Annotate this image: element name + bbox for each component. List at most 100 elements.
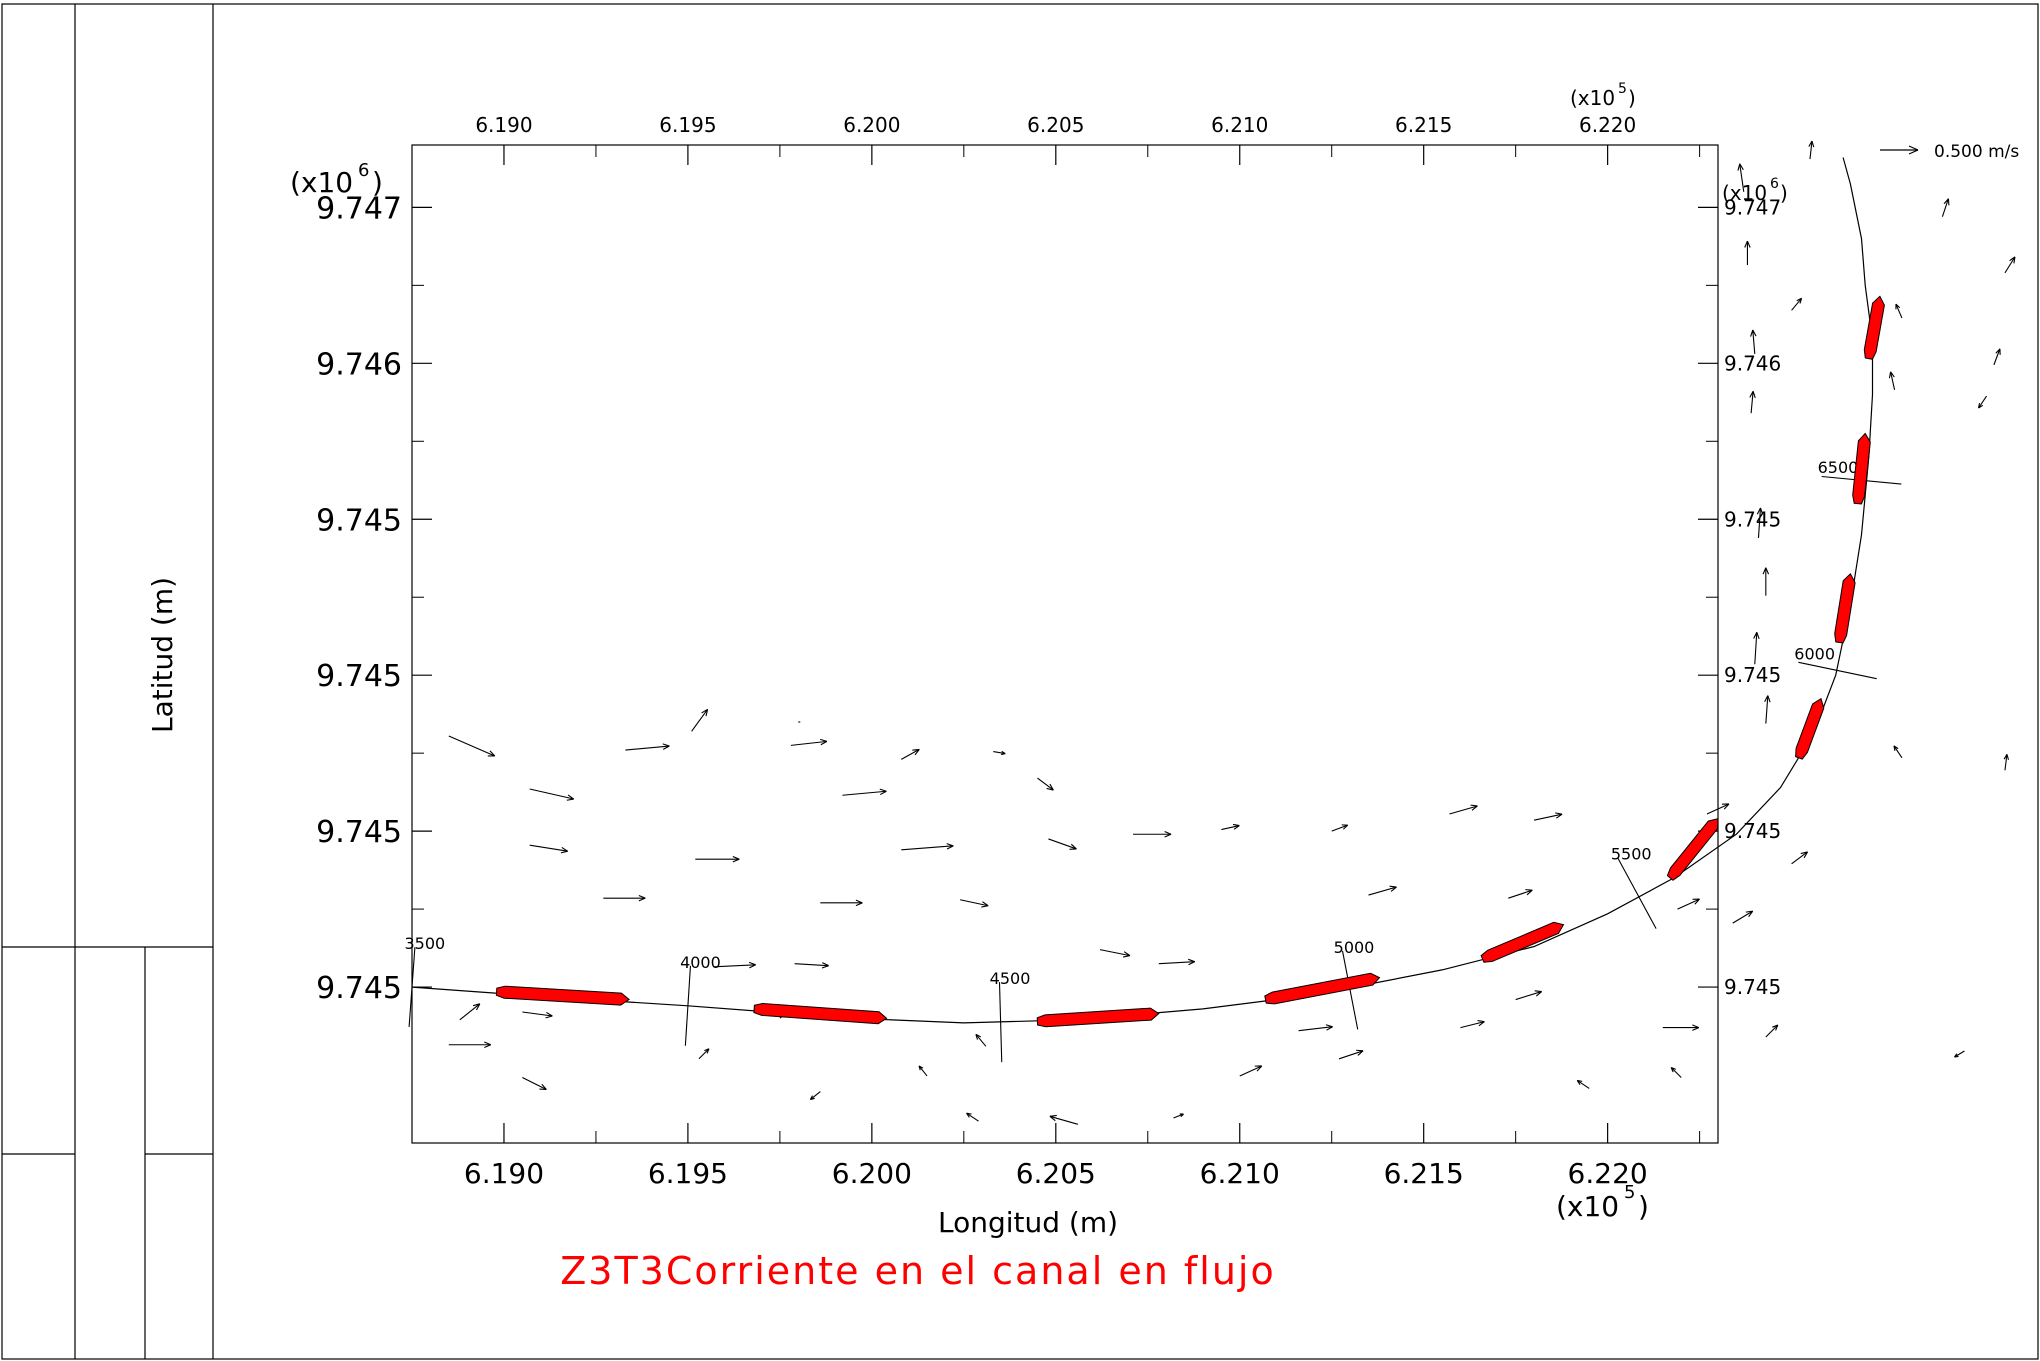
current-vector — [698, 1048, 710, 1060]
station: 4000 — [680, 953, 721, 1046]
y-tick-label-right: 9.745 — [1724, 663, 1781, 687]
current-vector — [2003, 754, 2010, 771]
x-tick-label-top: 6.200 — [843, 113, 900, 137]
velocity-scale-legend: 0.500 m/s — [1880, 142, 2019, 162]
station-label: 5000 — [1334, 938, 1375, 957]
ship-marker — [1666, 817, 1719, 881]
x-tick-label-top: 6.195 — [659, 113, 716, 137]
station-label: 4500 — [990, 969, 1031, 988]
current-vector — [1133, 831, 1172, 838]
current-vector — [448, 1041, 492, 1048]
current-vector — [1993, 348, 2001, 366]
x-multiplier-top: (x10 5 ) — [1570, 81, 1636, 110]
current-vector — [1978, 395, 1988, 409]
current-vectors — [448, 140, 2016, 1125]
ship-marker — [495, 985, 630, 1006]
y-tick-label-right: 9.745 — [1724, 507, 1781, 531]
ship-marker — [1264, 972, 1381, 1005]
channel-centerline — [411, 157, 1874, 1024]
axis-tick-labels: 6.190 6.190 6.195 6.195 6.200 6.200 6.205 6.205… — [316, 113, 1781, 1190]
current-vector — [691, 708, 709, 732]
title-block-frame — [1, 3, 2039, 1360]
current-vector — [809, 1091, 821, 1101]
current-vector — [1744, 240, 1751, 266]
x-axis-label: Longitud (m) — [938, 1206, 1118, 1239]
scale-label: 0.500 m/s — [1934, 142, 2019, 162]
station: 5000 — [1334, 938, 1375, 1030]
ship-marker — [1036, 1007, 1160, 1028]
x-multiplier-bottom-text: (x10 — [1556, 1190, 1619, 1223]
current-vector — [1732, 910, 1754, 924]
current-vector — [1338, 1049, 1364, 1060]
current-vector — [2004, 256, 2016, 274]
ship-marker — [1795, 697, 1825, 760]
station-cross-line — [1617, 858, 1657, 929]
station-cross-line — [998, 982, 1003, 1063]
current-vector — [820, 899, 863, 907]
current-vector — [1888, 371, 1896, 390]
current-vector — [1449, 804, 1478, 815]
x-multiplier-bottom: (x10 5 ) — [1556, 1182, 1649, 1223]
x-tick-label-bottom: 6.195 — [648, 1157, 728, 1190]
station: 3500 — [404, 934, 445, 1027]
station-cross-line — [408, 947, 416, 1027]
x-tick-label-bottom: 6.205 — [1016, 1157, 1096, 1190]
current-vector — [1750, 329, 1757, 355]
current-vector — [1368, 885, 1397, 896]
y-tick-label-left: 9.745 — [316, 971, 402, 1006]
station-label: 5500 — [1611, 845, 1652, 864]
current-vector — [1895, 303, 1903, 319]
x-multiplier-top-text: (x10 — [1570, 86, 1615, 110]
x-tick-label-top: 6.190 — [475, 113, 532, 137]
station-cross-line — [1341, 950, 1359, 1030]
current-vector — [1049, 1114, 1079, 1125]
current-vector — [625, 743, 670, 751]
station: 6000 — [1794, 645, 1877, 680]
current-vector — [1099, 949, 1131, 958]
y-tick-label-right: 9.747 — [1724, 195, 1781, 219]
current-vector — [1756, 507, 1764, 538]
current-vector — [1221, 823, 1240, 831]
x-tick-label-top: 6.210 — [1211, 113, 1268, 137]
y-tick-label-right: 9.746 — [1724, 351, 1781, 375]
current-vector — [695, 855, 740, 863]
current-vector — [713, 961, 756, 969]
current-vector — [1460, 1019, 1485, 1029]
y-tick-label-left: 9.747 — [316, 191, 402, 226]
current-vector — [1749, 390, 1756, 414]
current-vector — [960, 899, 989, 908]
current-vector — [901, 748, 920, 760]
x-tick-label-top: 6.220 — [1579, 113, 1636, 137]
current-vector — [1764, 695, 1771, 724]
x-tick-label-top: 6.205 — [1027, 113, 1084, 137]
station-label: 4000 — [680, 953, 721, 972]
current-vector — [1173, 1113, 1184, 1119]
current-vector — [1765, 1024, 1779, 1038]
x-tick-label-bottom: 6.220 — [1568, 1157, 1648, 1190]
current-vector — [1706, 803, 1730, 815]
scale-arrow-head — [1908, 145, 1919, 155]
current-vector — [1533, 812, 1563, 821]
ship-marker — [1834, 572, 1856, 644]
current-vector — [993, 750, 1006, 756]
ship-marker — [1480, 921, 1565, 963]
current-vector — [1893, 745, 1903, 759]
current-vector — [918, 1065, 928, 1077]
current-vector — [1677, 898, 1700, 910]
current-vector — [1941, 198, 1950, 217]
y-tick-label-left: 9.746 — [316, 347, 402, 382]
current-vector — [448, 735, 496, 757]
station-label: 3500 — [404, 934, 445, 953]
current-vector — [1239, 1065, 1263, 1077]
current-vector — [1515, 990, 1543, 1001]
y-axis-label: Latitud (m) — [146, 577, 179, 733]
current-vector — [1576, 1079, 1590, 1089]
current-vector — [459, 1003, 481, 1021]
x-tick-label-top: 6.215 — [1395, 113, 1452, 137]
y-tick-label-left: 9.745 — [316, 815, 402, 850]
x-tick-label-bottom: 6.210 — [1200, 1157, 1280, 1190]
current-vector — [901, 843, 954, 851]
y-multiplier-right: (x10 6 ) — [1722, 176, 1788, 205]
current-vector — [790, 738, 828, 746]
current-vector — [1753, 632, 1760, 665]
